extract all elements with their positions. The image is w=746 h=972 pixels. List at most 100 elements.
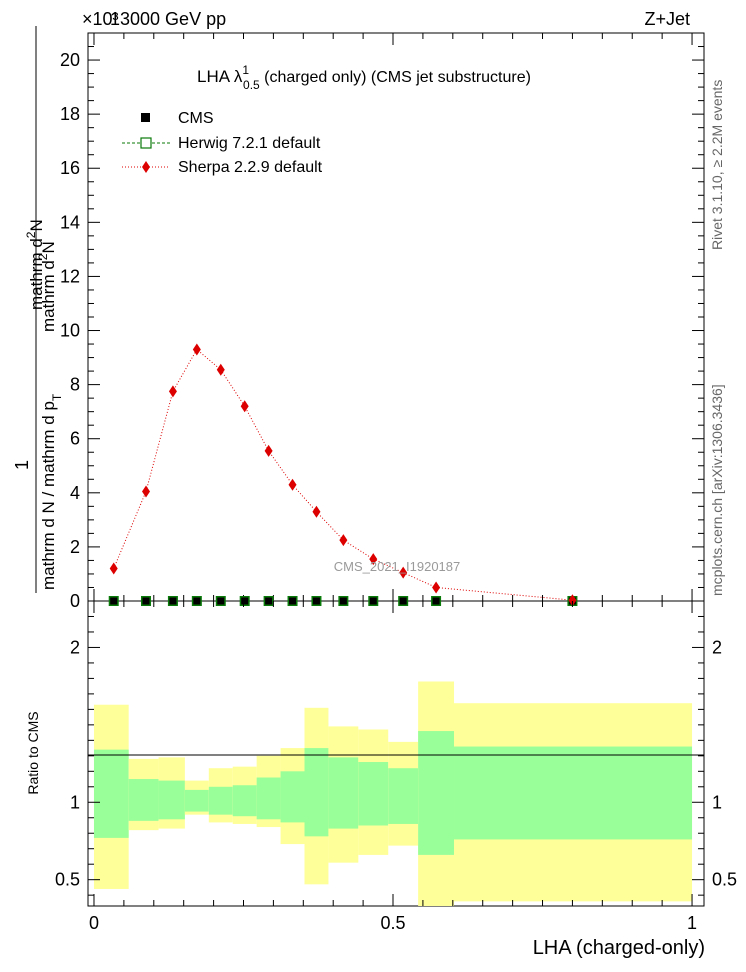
cms-point-core (142, 597, 150, 605)
y-tick-label: 8 (70, 375, 80, 395)
cms-point-core (217, 597, 225, 605)
title-main: LHA λ (197, 67, 243, 86)
ylabel-numerator: 1 (12, 460, 32, 470)
sherpa-point (142, 485, 151, 498)
sherpa-point (240, 400, 249, 413)
cms-point-core (339, 597, 347, 605)
upper-tick-group: 0 2 4 6 8 10 12 14 16 18 20 (60, 33, 704, 611)
y-tick-label: 0 (70, 591, 80, 611)
ratio-y-tick-label-right: 1 (712, 792, 722, 812)
ratio-inner-band (232, 785, 257, 817)
ylabel-num-a: mathrm d (27, 238, 46, 310)
legend-marker-sherpa (142, 161, 150, 173)
ratio-y-tick-label-right: 0.5 (712, 870, 737, 890)
y-tick-label: 12 (60, 266, 80, 286)
ratio-y-tick-label: 1 (70, 792, 80, 812)
sherpa-point (264, 444, 273, 457)
energy-label: 13000 GeV pp (110, 9, 226, 29)
sherpa-point (312, 505, 321, 518)
cms-point-core (432, 597, 440, 605)
exponent-label: ×10³ (82, 9, 119, 29)
ylabel-num-line: mathrm d2N (24, 219, 46, 310)
upper-y-axis-label-numerator-part: mathrm d2N (24, 219, 46, 310)
legend-marker-cms (141, 113, 150, 122)
y-tick-label: 2 (70, 537, 80, 557)
mcplots-side-label: mcplots.cern.ch [arXiv:1306.3436] (709, 384, 725, 596)
sherpa-line (113, 348, 573, 601)
x-axis-label: LHA (charged-only) (533, 937, 705, 959)
ratio-inner-band (280, 771, 305, 823)
ratio-inner-band (328, 757, 359, 829)
cms-point-core (399, 597, 407, 605)
ratio-y-tick-label: 2 (70, 637, 80, 657)
cms-point-core (265, 597, 273, 605)
title-sub: 0.5 (243, 78, 260, 92)
process-label: Z+Jet (644, 9, 690, 29)
y-tick-label: 16 (60, 158, 80, 178)
y-tick-label: 4 (70, 483, 80, 503)
lower-tick-group: 0.5 0.5 1 1 2 2 0 0.5 1 (55, 601, 737, 933)
sherpa-point (288, 478, 297, 491)
ylabel-num-b: N (27, 219, 46, 231)
legend-label-sherpa: Sherpa 2.2.9 default (178, 159, 323, 176)
y-tick-label: 20 (60, 50, 80, 70)
sherpa-point (568, 594, 577, 607)
cms-point-core (289, 597, 297, 605)
sherpa-point (168, 385, 177, 398)
ratio-y-tick-label-right: 2 (712, 637, 722, 657)
legend-label-herwig: Herwig 7.2.1 default (178, 135, 321, 152)
ratio-inner-band (93, 749, 129, 838)
ylabel-main-b: N (39, 241, 58, 253)
x-tick-label: 1 (687, 913, 697, 933)
ratio-inner-band (256, 777, 281, 820)
ratio-inner-band (358, 762, 389, 826)
cms-point-core (110, 597, 118, 605)
cms-point-core (241, 597, 249, 605)
ratio-y-axis-label: Ratio to CMS (25, 711, 41, 794)
ylabel-main: mathrm d2N (36, 241, 58, 332)
cms-point-core (193, 597, 201, 605)
sherpa-point (399, 566, 408, 579)
y-tick-label: 18 (60, 104, 80, 124)
plot-title: LHA λ1 0.5 (charged only) (CMS jet substr… (197, 63, 531, 92)
sherpa-point (339, 534, 348, 547)
sherpa-point (216, 363, 225, 376)
sherpa-point (432, 581, 441, 594)
sherpa-point (109, 562, 118, 575)
ratio-y-tick-label: 0.5 (55, 870, 80, 890)
ylabel-main-a: mathrm d (39, 260, 58, 332)
title-rest: (charged only) (CMS jet substructure) (260, 69, 531, 86)
ylabel-main-sup: 2 (36, 253, 50, 260)
cms-point-core (312, 597, 320, 605)
cms-point-core (369, 597, 377, 605)
analysis-watermark: CMS_2021_I1920187 (334, 559, 461, 574)
ratio-inner-band (128, 779, 159, 821)
ratio-inner-band (388, 768, 419, 824)
legend-label-cms: CMS (178, 110, 214, 127)
ratio-inner-band (454, 746, 693, 840)
ylabel-denominator: mathrm d N / mathrm d pT (39, 393, 64, 590)
x-tick-label: 0.5 (380, 913, 405, 933)
y-tick-label: 6 (70, 429, 80, 449)
y-tick-label: 10 (60, 321, 80, 341)
ratio-inner-band (418, 731, 455, 855)
ratio-inner-band (184, 789, 209, 812)
ratio-inner-band (208, 786, 233, 815)
sherpa-point (369, 553, 378, 566)
sherpa-point (192, 343, 201, 356)
ratio-band-group (93, 681, 693, 906)
upper-y-axis-label: 1 mathrm d N / mathrm d pT mathrm d2N (12, 26, 64, 593)
cms-point-core (169, 597, 177, 605)
title-sup: 1 (242, 63, 249, 77)
ylabel-num-sup: 2 (24, 231, 38, 238)
ylabel-den-text: mathrm d N / mathrm d p (39, 401, 58, 590)
ratio-inner-band (158, 780, 185, 820)
ratio-inner-band (304, 748, 329, 837)
legend-marker-herwig (140, 137, 152, 149)
x-tick-label: 0 (89, 913, 99, 933)
ylabel-den-sub: T (50, 393, 64, 401)
lower-plot-frame (87, 600, 705, 907)
rivet-side-label: Rivet 3.1.10, ≥ 2.2M events (709, 80, 725, 250)
y-tick-label: 14 (60, 212, 80, 232)
